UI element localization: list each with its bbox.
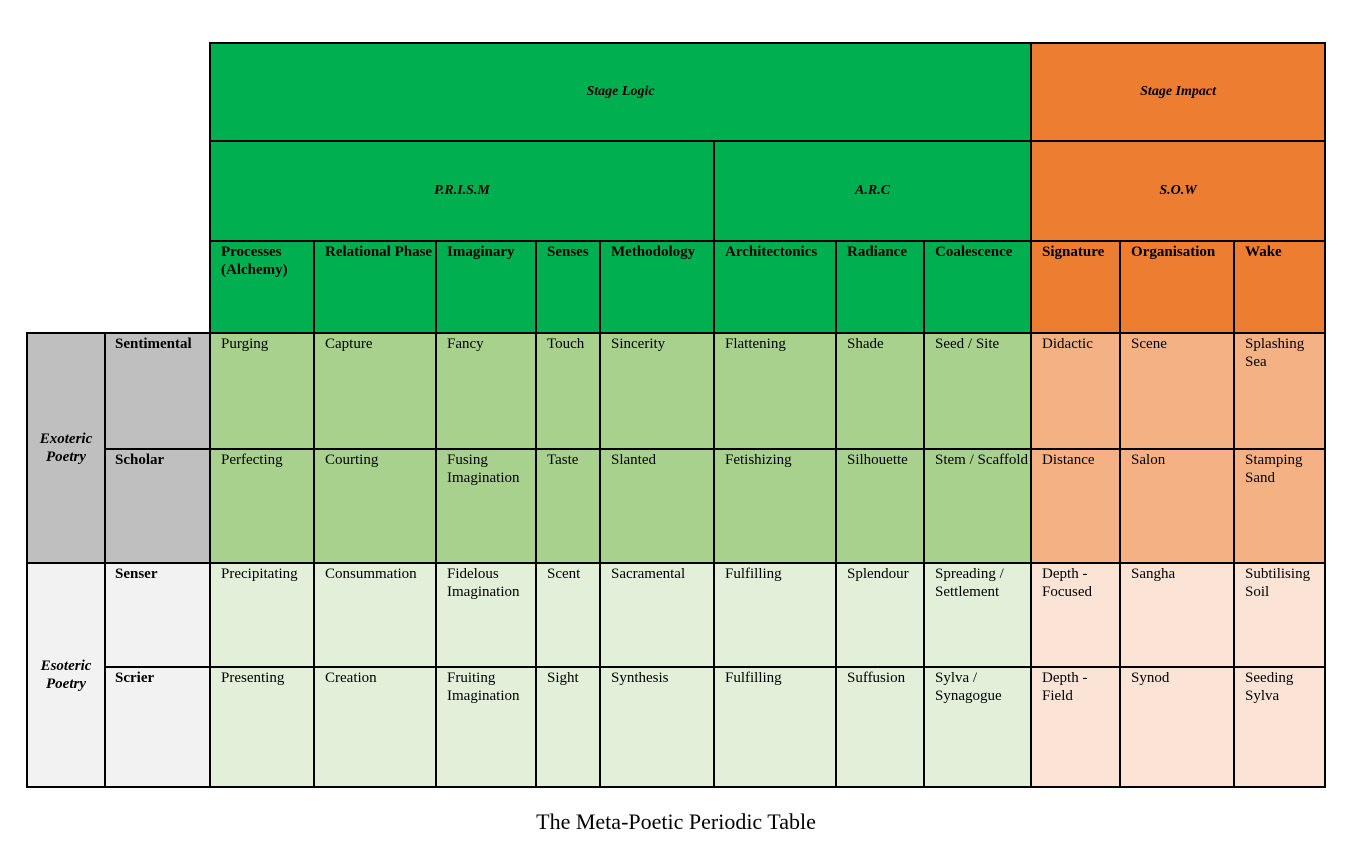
table-cell: Courting xyxy=(313,448,437,564)
column-header: Architectonics xyxy=(713,240,837,334)
table-cell: Sacramental xyxy=(599,562,715,668)
table-cell: Sangha xyxy=(1119,562,1236,668)
group-label-esoteric: Esoteric Poetry xyxy=(26,562,106,788)
table-cell: Stamping Sand xyxy=(1233,448,1327,564)
stage-impact-header: Stage Impact xyxy=(1030,42,1327,142)
table-cell: Sylva / Synagogue xyxy=(922,666,1033,788)
table-cell: Slanted xyxy=(599,448,715,564)
table-row: Exoteric Poetry Sentimental Purging Capt… xyxy=(26,332,1327,564)
table-cell: Sincerity xyxy=(599,332,715,450)
table-cell: Purging xyxy=(209,332,315,450)
row-label: Sentimental xyxy=(104,332,211,450)
table-cell: Didactic xyxy=(1030,332,1122,450)
table-row: Scholar Perfecting Courting Fusing Imagi… xyxy=(27,448,1327,564)
column-header: Wake xyxy=(1233,240,1327,334)
table-cell: Fetishizing xyxy=(713,448,837,564)
table-cell: Scene xyxy=(1119,332,1236,450)
table-cell: Sight xyxy=(535,666,601,788)
meta-poetic-table: Stage Logic Stage Impact P.R.I.S.M A.R.C… xyxy=(26,42,1327,788)
empty-corner xyxy=(27,141,210,241)
table-cell: Fancy xyxy=(435,332,537,450)
table-cell: Suffusion xyxy=(835,666,925,788)
empty-corner xyxy=(27,43,210,141)
table-cell: Fidelous Imagination xyxy=(435,562,537,668)
table-cell: Salon xyxy=(1119,448,1236,564)
table-cell: Flattening xyxy=(713,332,837,450)
column-header: Signature xyxy=(1030,240,1122,334)
table-cell: Perfecting xyxy=(209,448,315,564)
table-cell: Creation xyxy=(313,666,437,788)
table-cell: Spreading / Settlement xyxy=(922,562,1033,668)
table-cell: Stem / Scaffold xyxy=(922,448,1033,564)
table-cell: Synod xyxy=(1119,666,1236,788)
table-caption: The Meta-Poetic Periodic Table xyxy=(536,809,816,834)
table-cell: Depth - Field xyxy=(1030,666,1122,788)
table-cell: Scent xyxy=(535,562,601,668)
table-cell: Fulfilling xyxy=(713,666,837,788)
column-header: Senses xyxy=(535,240,601,334)
column-header: Coalescence xyxy=(922,240,1033,334)
table-cell: Fusing Imagination xyxy=(435,448,537,564)
column-header: Methodology xyxy=(599,240,715,334)
table-cell: Depth - Focused xyxy=(1030,562,1122,668)
table-row: Scrier Presenting Creation Fruiting Imag… xyxy=(27,666,1327,788)
table-cell: Fulfilling xyxy=(713,562,837,668)
table-cell: Shade xyxy=(835,332,925,450)
row-label: Senser xyxy=(104,562,211,668)
table-cell: Distance xyxy=(1030,448,1122,564)
table-cell: Splendour xyxy=(835,562,925,668)
table-cell: Capture xyxy=(313,332,437,450)
empty-corner xyxy=(27,241,210,333)
column-header: Processes (Alchemy) xyxy=(209,240,315,334)
row-label: Scholar xyxy=(104,448,211,564)
table-cell: Touch xyxy=(535,332,601,450)
row-label: Scrier xyxy=(104,666,211,788)
column-header: Organisation xyxy=(1119,240,1236,334)
table-cell: Silhouette xyxy=(835,448,925,564)
prism-header: P.R.I.S.M xyxy=(209,140,715,242)
table-row: Esoteric Poetry Senser Precipitating Con… xyxy=(26,562,1327,788)
table-cell: Fruiting Imagination xyxy=(435,666,537,788)
sow-header: S.O.W xyxy=(1030,140,1327,242)
table-cell: Seed / Site xyxy=(922,332,1033,450)
table-cell: Presenting xyxy=(209,666,315,788)
arc-header: A.R.C xyxy=(712,140,1033,242)
column-header: Radiance xyxy=(835,240,925,334)
table-cell: Seeding Sylva xyxy=(1233,666,1327,788)
table-cell: Splashing Sea xyxy=(1233,332,1327,450)
table-cell: Precipitating xyxy=(209,562,315,668)
table-cell: Taste xyxy=(535,448,601,564)
column-header: Relational Phase xyxy=(313,240,437,334)
table-cell: Synthesis xyxy=(599,666,715,788)
table-cell: Consummation xyxy=(313,562,437,668)
stage-logic-header: Stage Logic xyxy=(208,42,1033,142)
column-header: Imaginary xyxy=(435,240,537,334)
group-label-exoteric: Exoteric Poetry xyxy=(26,332,106,564)
table-cell: Subtilising Soil xyxy=(1233,562,1327,668)
